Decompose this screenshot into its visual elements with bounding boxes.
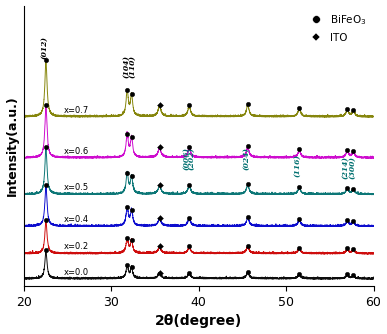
Text: (214): (214) xyxy=(342,156,349,179)
Text: x=0.0: x=0.0 xyxy=(63,268,89,277)
Text: x=0.4: x=0.4 xyxy=(63,215,89,224)
Text: (012): (012) xyxy=(41,36,49,59)
Legend: BiFeO$_3$, ITO: BiFeO$_3$, ITO xyxy=(303,11,368,45)
Text: (116): (116) xyxy=(293,154,301,177)
Text: (104): (104) xyxy=(122,55,130,77)
Text: x=0.6: x=0.6 xyxy=(63,147,89,156)
Text: (006): (006) xyxy=(182,147,190,170)
Text: (024): (024) xyxy=(242,147,250,170)
Text: x=0.2: x=0.2 xyxy=(63,242,89,252)
Text: (110): (110) xyxy=(128,55,136,77)
Y-axis label: Intensity(a.u.): Intensity(a.u.) xyxy=(5,96,19,196)
Text: x=0.7: x=0.7 xyxy=(63,106,89,115)
Text: (300): (300) xyxy=(349,156,356,179)
X-axis label: 2θ(degree): 2θ(degree) xyxy=(155,314,242,328)
Text: (202): (202) xyxy=(187,147,195,170)
Text: x=0.5: x=0.5 xyxy=(63,183,89,192)
